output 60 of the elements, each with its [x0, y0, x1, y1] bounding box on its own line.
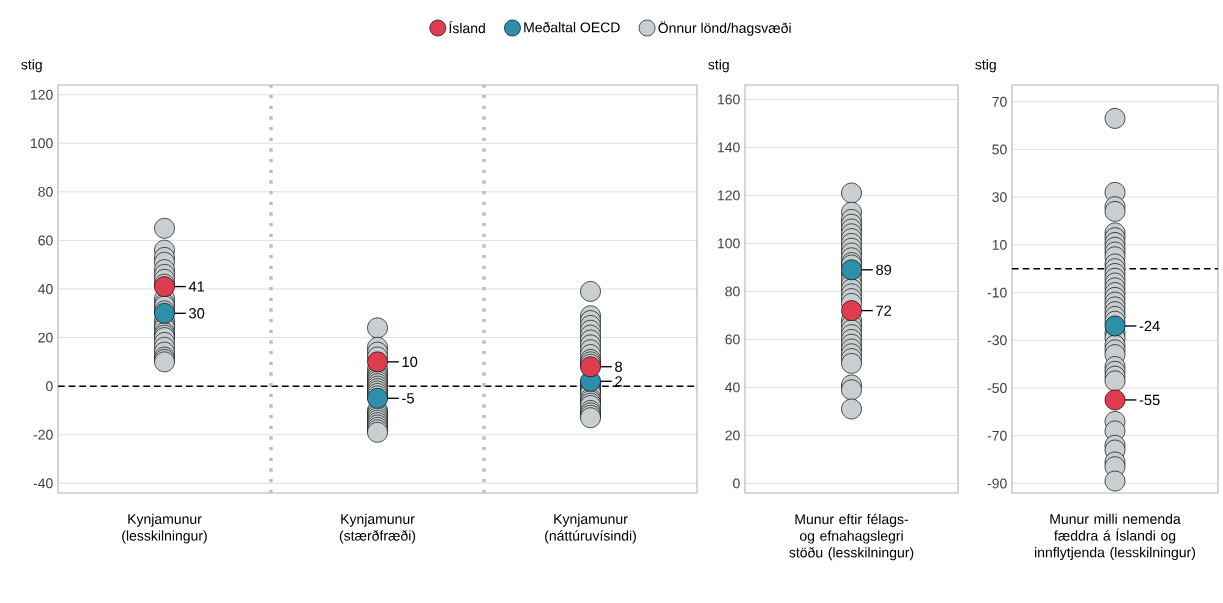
- legend-label: Önnur lönd/hagsvæði: [658, 21, 791, 36]
- legend-label: Meðaltal OECD: [524, 21, 620, 33]
- y-tick-label: 20: [725, 430, 740, 441]
- data-label: 89: [876, 264, 892, 275]
- y-tick-label: 140: [718, 142, 740, 153]
- y-axis-title: stig: [21, 59, 42, 73]
- y-tick-label: 0: [733, 478, 740, 489]
- data-label: 30: [189, 308, 205, 319]
- y-tick-label: -90: [987, 478, 1007, 489]
- point: [841, 353, 862, 374]
- point: [1104, 108, 1126, 129]
- data-label: 10: [402, 356, 418, 368]
- y-tick-label: 60: [725, 334, 740, 345]
- y-axis-title: stig: [708, 59, 729, 73]
- point: [1104, 389, 1126, 411]
- y-tick-label: -50: [987, 383, 1007, 393]
- point: [1104, 470, 1126, 492]
- y-tick-label: 100: [718, 238, 740, 249]
- point: [841, 379, 862, 401]
- data-label: -5: [402, 393, 414, 404]
- x-tick-label: Munur eftir félags- og efnahagslegri stöðu (lesskilningur): [789, 513, 914, 561]
- y-tick-label: -30: [987, 335, 1007, 346]
- y-tick-label: -40: [33, 478, 53, 489]
- y-tick-label: 120: [31, 89, 53, 100]
- y-tick-label: 120: [718, 190, 740, 201]
- point: [841, 398, 862, 420]
- y-tick-label: 10: [992, 239, 1007, 250]
- point: [841, 259, 862, 281]
- y-tick-label: 40: [725, 382, 740, 393]
- y-tick-label: -20: [33, 429, 53, 440]
- y-tick-label: 70: [992, 96, 1007, 107]
- point: [841, 182, 862, 204]
- point: [1104, 315, 1126, 337]
- y-axis-title: stig: [975, 59, 996, 73]
- y-tick-label: 0: [46, 381, 53, 392]
- data-label: -24: [1139, 320, 1160, 332]
- y-tick-label: 50: [992, 144, 1007, 155]
- data-label: 41: [188, 281, 205, 292]
- point: [367, 351, 388, 373]
- y-tick-label: 100: [31, 138, 53, 149]
- y-tick-label: 20: [38, 332, 53, 343]
- x-tick-label: Munur milli nemenda fæddra á Íslandi og innflytjenda (lesskilningur): [1035, 513, 1196, 561]
- legend-label: Ísland: [449, 20, 485, 34]
- point: [841, 300, 862, 321]
- point: [1104, 370, 1126, 392]
- y-tick-label: 60: [38, 235, 53, 246]
- y-tick-label: -70: [987, 430, 1007, 441]
- y-tick-label: -10: [987, 287, 1007, 298]
- y-tick-label: 30: [992, 192, 1007, 203]
- y-tick-label: 40: [38, 284, 53, 294]
- x-tick-label: Kynjamunur (stærðfræði): [339, 513, 416, 544]
- x-tick-label: Kynjamunur (náttúruvísindi): [545, 513, 636, 544]
- x-tick-label: Kynjamunur (lesskilningur): [122, 513, 207, 544]
- data-label: 8: [615, 361, 623, 372]
- y-tick-label: 80: [38, 186, 53, 197]
- point: [1104, 201, 1126, 222]
- data-label: -55: [1139, 394, 1160, 406]
- y-tick-label: 80: [725, 286, 740, 297]
- y-tick-label: 160: [718, 94, 740, 105]
- data-label: 72: [876, 305, 892, 316]
